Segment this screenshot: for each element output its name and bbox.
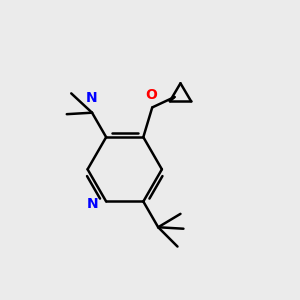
Text: N: N xyxy=(87,197,99,212)
Text: N: N xyxy=(86,91,98,105)
Text: O: O xyxy=(145,88,157,102)
